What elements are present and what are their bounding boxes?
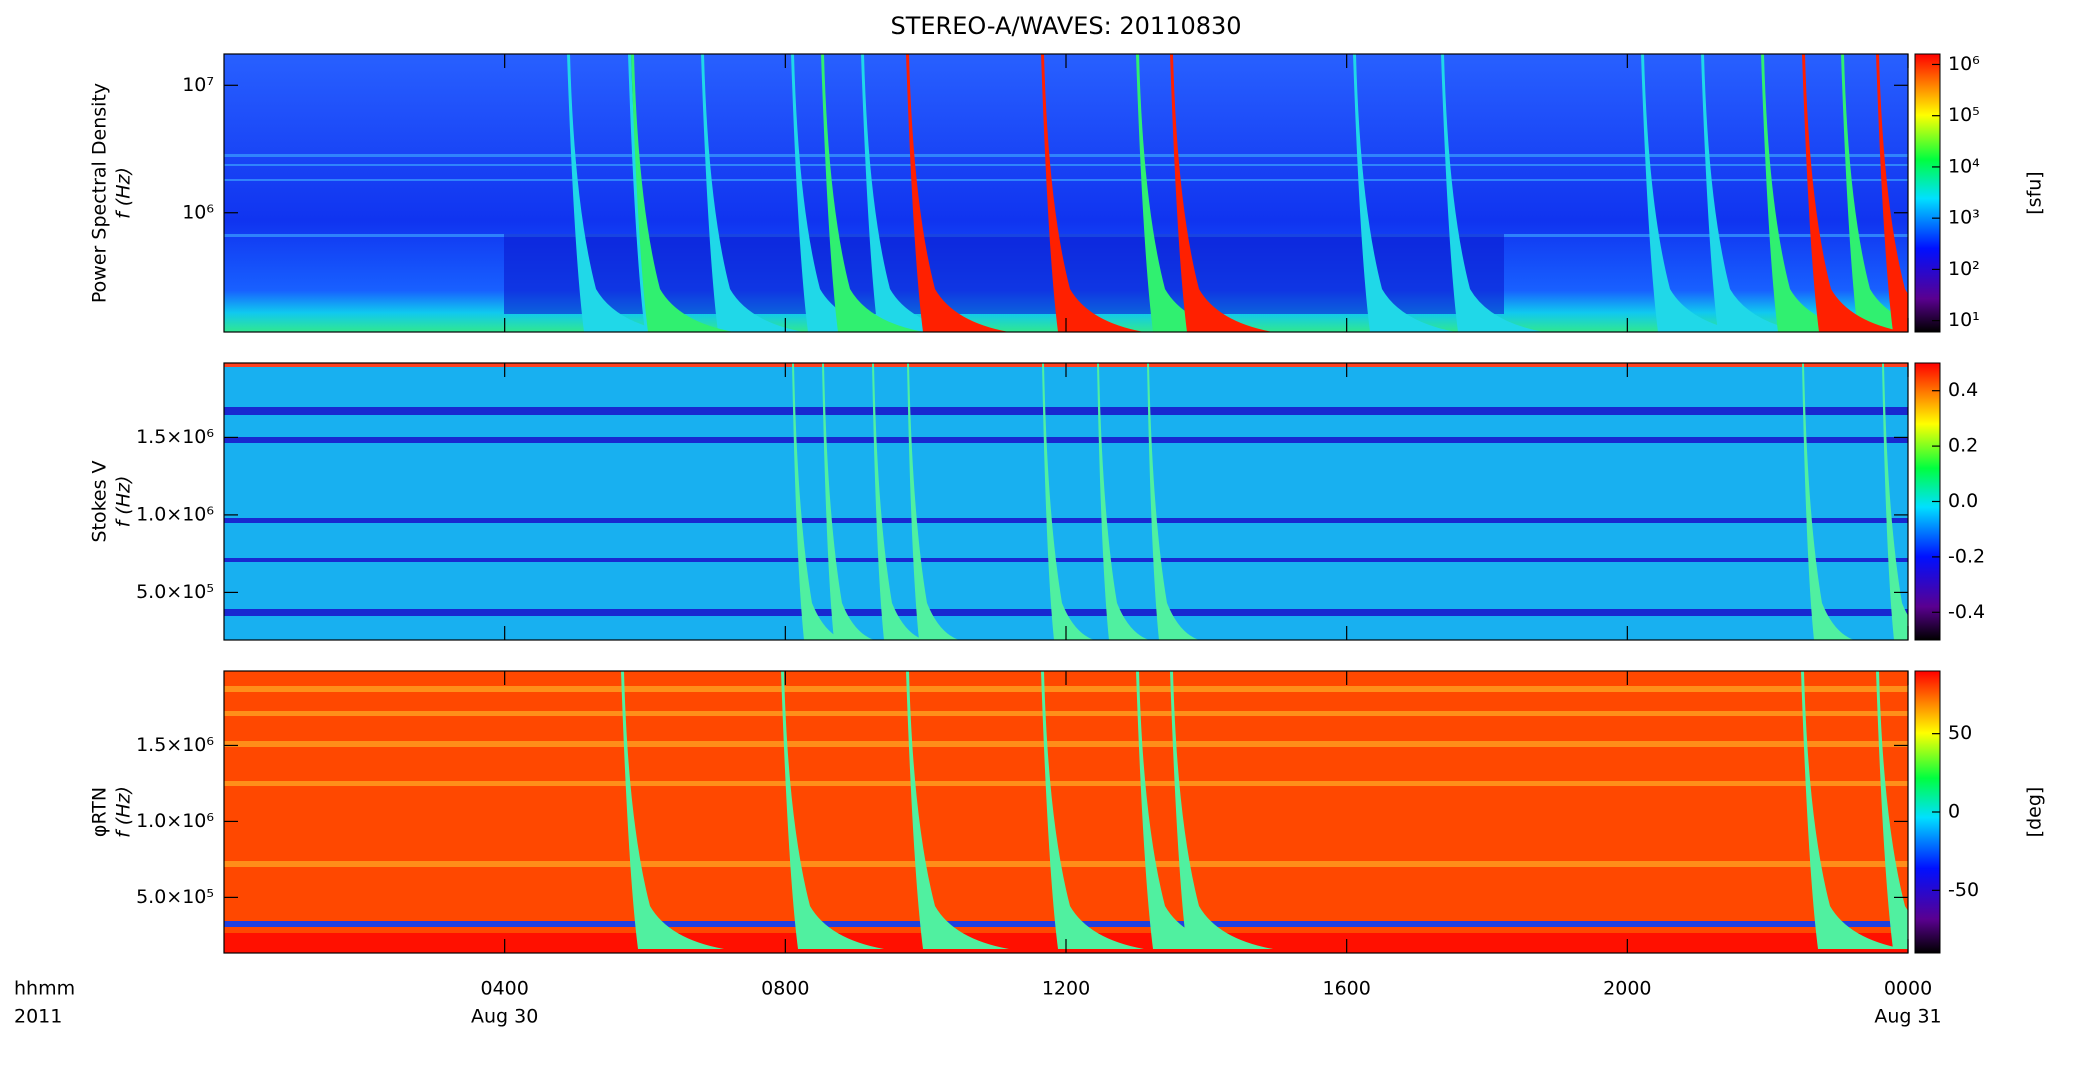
x-date-label: Aug 31 xyxy=(1874,1006,1941,1028)
x-tick-label: 0000 xyxy=(1884,978,1932,1000)
colorbar xyxy=(1914,53,1941,333)
colorbar-tick-label: 0.0 xyxy=(1948,490,1978,512)
y-axis-label: Power Spectral Density xyxy=(89,83,111,303)
y-tick-label: 1.0×10⁶ xyxy=(136,503,214,525)
x-tick-label: 1200 xyxy=(1042,978,1090,1000)
y-tick-label: 1.5×10⁶ xyxy=(136,426,214,448)
colorbar-tick-label: 0.4 xyxy=(1948,379,1978,401)
x-date-label: Aug 30 xyxy=(471,1006,538,1028)
colorbar-tick-label: -0.2 xyxy=(1948,545,1985,567)
colorbar-tick-label: 10⁶ xyxy=(1948,53,1980,75)
colorbar-tick-label: 10⁵ xyxy=(1948,104,1980,126)
spectrogram-image xyxy=(224,363,1908,640)
colorbar-tick-label: 10¹ xyxy=(1948,309,1980,331)
y-tick-label: 10⁶ xyxy=(182,201,214,223)
colorbar-tick-label: 10² xyxy=(1948,258,1980,280)
y-axis-label: f (Hz) xyxy=(113,476,135,528)
colorbar-tick-label: 10⁴ xyxy=(1948,155,1980,177)
x-axis-label: 2011 xyxy=(14,1006,62,1028)
y-tick-label: 10⁷ xyxy=(182,74,214,96)
y-axis-label: f (Hz) xyxy=(113,167,135,219)
colorbar-tick-label: 0.2 xyxy=(1948,435,1978,457)
colorbar-label: [sfu] xyxy=(2024,171,2046,214)
y-axis-label: φRTN xyxy=(89,787,111,837)
x-axis-label: hhmm xyxy=(14,978,75,1000)
y-tick-label: 5.0×10⁵ xyxy=(136,581,214,603)
x-tick-label: 1600 xyxy=(1322,978,1370,1000)
colorbar-tick-label: 0 xyxy=(1948,801,1960,823)
y-axis-label: f (Hz) xyxy=(113,786,135,838)
colorbar-tick-label: 10³ xyxy=(1948,207,1980,229)
colorbar-tick-label: -0.4 xyxy=(1948,601,1985,623)
y-tick-label: 5.0×10⁵ xyxy=(136,886,214,908)
x-tick-label: 0400 xyxy=(480,978,528,1000)
colorbar-tick-label: -50 xyxy=(1948,879,1979,901)
colorbar-label: [deg] xyxy=(2024,787,2046,838)
chart-title: STEREO-A/WAVES: 20110830 xyxy=(890,12,1241,40)
y-tick-label: 1.0×10⁶ xyxy=(136,810,214,832)
y-axis-label: Stokes V xyxy=(89,460,111,542)
spectrogram-image xyxy=(224,671,1908,953)
x-tick-label: 0800 xyxy=(761,978,809,1000)
colorbar-tick-label: 50 xyxy=(1948,722,1972,744)
x-tick-label: 2000 xyxy=(1603,978,1651,1000)
spectrogram-image xyxy=(224,54,1908,332)
y-tick-label: 1.5×10⁶ xyxy=(136,734,214,756)
